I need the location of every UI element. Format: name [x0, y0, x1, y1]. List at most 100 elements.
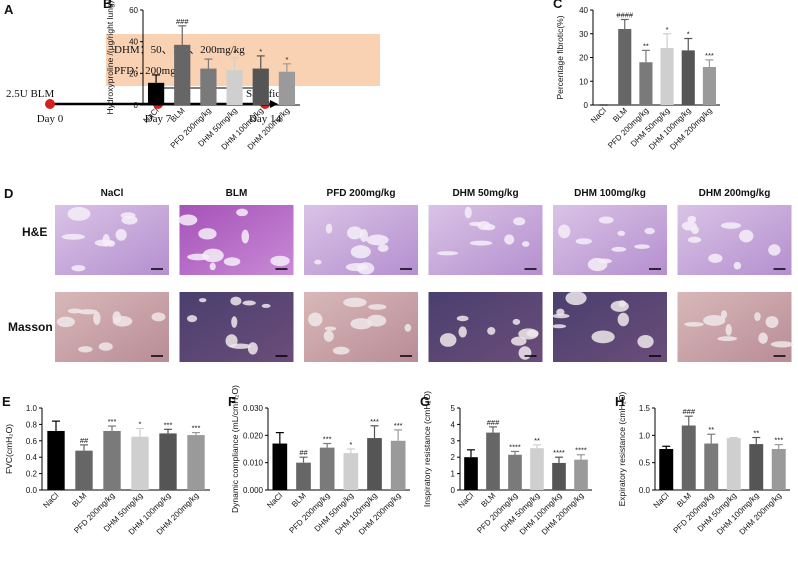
- tissue-space: [611, 246, 627, 252]
- significance: ***: [774, 436, 783, 445]
- bar: [343, 453, 359, 490]
- bar: [530, 448, 544, 490]
- y-tick-label: 4: [451, 420, 456, 429]
- significance: **: [753, 429, 759, 438]
- tissue-space: [241, 229, 250, 244]
- tissue-space: [236, 208, 248, 217]
- significance: ***: [192, 424, 201, 433]
- tissue-space: [121, 215, 138, 225]
- tissue-space: [346, 226, 363, 240]
- tissue-space: [464, 206, 472, 219]
- x-tick-label: BLM: [479, 491, 497, 509]
- tissue-space: [350, 318, 373, 330]
- y-tick-label: 1.0: [26, 404, 38, 413]
- tissue-space: [198, 298, 207, 303]
- x-tick-label: BLM: [611, 106, 629, 124]
- bar: [660, 48, 674, 105]
- tissue-space: [332, 346, 350, 355]
- column-header: NaCl: [101, 188, 124, 199]
- tissue-space: [591, 330, 615, 344]
- bar: [272, 443, 288, 490]
- tissue-space: [487, 326, 496, 335]
- tissue-space: [598, 216, 614, 224]
- bar: [681, 425, 696, 490]
- significance: *: [349, 440, 352, 449]
- bar: [681, 50, 695, 105]
- row-label: H&E: [22, 225, 47, 239]
- bar: [367, 438, 382, 490]
- tissue-space: [552, 313, 570, 319]
- panel-label: H: [615, 394, 624, 409]
- tissue-space: [770, 341, 794, 348]
- x-tick-label: BLM: [70, 491, 88, 509]
- tissue-space: [439, 333, 457, 347]
- tissue-space: [436, 251, 459, 256]
- bar: [390, 440, 406, 490]
- tissue-space: [703, 314, 726, 326]
- bar: [749, 444, 764, 490]
- start-label: 2.5U BLM: [6, 88, 55, 100]
- tissue-space: [187, 253, 210, 261]
- tissue-space: [617, 312, 629, 327]
- tissue-space: [458, 326, 467, 338]
- bar: [464, 457, 478, 490]
- x-tick-label: NaCl: [589, 106, 608, 125]
- y-tick-label: 0: [134, 101, 139, 110]
- significance: **: [643, 41, 649, 50]
- panel-label: F: [228, 394, 236, 409]
- tissue-space: [223, 257, 241, 266]
- y-tick-label: 1: [451, 470, 456, 479]
- tissue-space: [198, 228, 217, 240]
- bar: [200, 68, 217, 105]
- tissue-space: [765, 316, 779, 328]
- y-tick-label: 0.2: [26, 470, 38, 479]
- tissue-space: [551, 324, 567, 329]
- significance: *: [687, 30, 690, 39]
- panel-label: B: [103, 0, 112, 11]
- x-tick-label: BLM: [169, 106, 187, 124]
- bar: [296, 462, 311, 490]
- y-tick-label: 0: [584, 101, 589, 110]
- y-tick-label: 1.5: [639, 404, 651, 413]
- bar: [103, 430, 121, 490]
- x-tick-label: DHM 200mg/kg: [738, 491, 784, 537]
- bar: [226, 70, 243, 105]
- bar: [131, 436, 149, 490]
- tissue-space: [98, 342, 113, 351]
- y-tick-label: 0.020: [243, 431, 264, 440]
- panel-label: D: [4, 186, 13, 201]
- tissue-space: [325, 223, 333, 234]
- tissue-space: [687, 236, 702, 243]
- tissue-space: [456, 315, 469, 322]
- y-tick-label: 3: [451, 437, 456, 446]
- significance: *: [285, 55, 288, 64]
- tissue-space: [247, 342, 258, 355]
- y-axis-label: Inspiratory resistance (cmH₂O): [422, 391, 432, 507]
- tissue-space: [71, 265, 86, 272]
- significance: ###: [176, 17, 189, 26]
- bar: [659, 449, 674, 490]
- tissue-space: [717, 336, 738, 342]
- tissue-space: [556, 308, 565, 316]
- y-axis-label: FVC(cmH₂O): [4, 424, 14, 474]
- tissue-space: [78, 346, 93, 353]
- y-tick-label: 40: [129, 38, 138, 47]
- x-tick-label: NaCl: [41, 491, 60, 510]
- significance: ###: [487, 418, 500, 427]
- bar: [702, 67, 716, 105]
- tissue-space: [634, 244, 650, 249]
- bar: [187, 435, 205, 490]
- tissue-space: [225, 334, 238, 348]
- tissue-space: [469, 221, 483, 227]
- significance: ***: [370, 417, 379, 426]
- treatment-box: [106, 34, 380, 86]
- x-tick-label: BLM: [290, 491, 308, 509]
- y-tick-label: 20: [579, 54, 588, 63]
- y-tick-label: 0.6: [26, 437, 38, 446]
- tissue-space: [518, 346, 532, 360]
- y-tick-label: 0.010: [243, 459, 264, 468]
- tissue-space: [504, 234, 515, 245]
- tissue-space: [739, 229, 754, 243]
- significance: **: [534, 436, 540, 445]
